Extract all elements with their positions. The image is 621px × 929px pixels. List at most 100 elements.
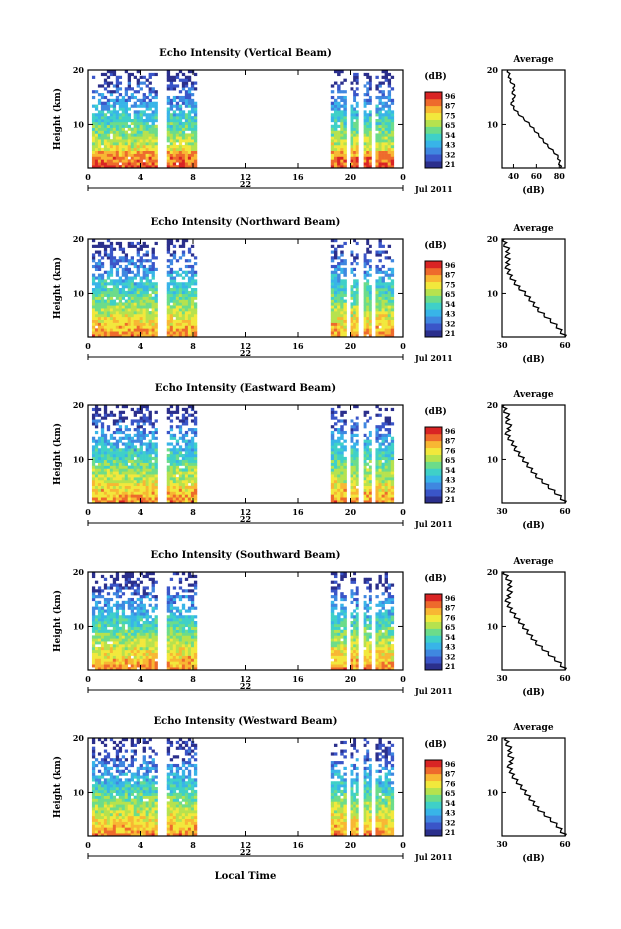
heatmap-cell: [340, 465, 344, 469]
heatmap-cell: [94, 311, 99, 315]
heatmap-cell: [387, 285, 392, 289]
heatmap-cell: [384, 159, 388, 163]
heatmap-cell: [130, 615, 134, 619]
heatmap-cell: [148, 72, 152, 77]
heatmap-cell: [387, 428, 392, 432]
heatmap-cell: [193, 592, 198, 596]
heatmap-cell: [118, 410, 123, 414]
heatmap-cell: [340, 445, 344, 449]
heatmap-cell: [130, 285, 134, 289]
heatmap-cell: [193, 136, 198, 140]
heatmap-cell: [333, 479, 338, 484]
heatmap-cell: [378, 468, 382, 472]
heatmap-cell: [151, 479, 155, 484]
heatmap-cell: [355, 124, 359, 128]
heatmap-cell: [169, 142, 174, 146]
heatmap-cell: [133, 276, 137, 280]
heatmap-cell: [190, 635, 195, 639]
heatmap-cell: [112, 262, 117, 266]
heatmap-cell: [187, 485, 192, 489]
heatmap-cell: [133, 119, 137, 123]
heatmap-cell: [145, 491, 149, 495]
heatmap-cell: [390, 121, 395, 126]
heatmap-cell: [193, 293, 198, 297]
heatmap-cell: [130, 500, 134, 504]
chart-title: Echo Intensity (Eastward Beam): [155, 383, 336, 394]
heatmap-cell: [390, 497, 395, 501]
heatmap-cell: [169, 609, 174, 613]
heatmap-cell: [106, 494, 111, 498]
heatmap-cell: [136, 136, 140, 140]
heatmap-cell: [175, 488, 180, 492]
heatmap-cell: [142, 641, 146, 645]
heatmap-cell: [187, 331, 192, 335]
heatmap-cell: [169, 413, 174, 417]
heatmap-cell: [103, 153, 108, 157]
heatmap-cell: [375, 153, 379, 157]
heatmap-cell: [154, 127, 158, 131]
heatmap-cell: [148, 165, 152, 169]
heatmap-cell: [184, 95, 189, 100]
heatmap-cell: [175, 451, 180, 455]
heatmap-cell: [121, 256, 126, 260]
heatmap-cell: [378, 290, 382, 295]
heatmap-cell: [330, 270, 335, 274]
heatmap-cell: [127, 586, 132, 590]
heatmap-cell: [103, 436, 108, 440]
heatmap-cell: [97, 308, 102, 312]
heatmap-cell: [124, 93, 129, 97]
heatmap-cell: [145, 479, 149, 484]
heatmap-cell: [97, 655, 102, 659]
heatmap-cell: [127, 144, 132, 149]
heatmap-cell: [343, 130, 347, 134]
heatmap-cell: [193, 465, 198, 469]
heatmap-cell: [175, 293, 180, 297]
heatmap-cell: [172, 253, 177, 257]
heatmap-cell: [190, 98, 195, 102]
heatmap-cell: [343, 267, 347, 271]
heatmap-cell: [136, 302, 140, 306]
heatmap-area: [91, 405, 395, 504]
heatmap-cell: [109, 121, 114, 126]
heatmap-cell: [390, 98, 395, 102]
heatmap-cell: [337, 494, 341, 498]
heatmap-cell: [109, 90, 114, 94]
heatmap-cell: [172, 127, 177, 131]
heatmap-cell: [333, 632, 338, 636]
heatmap-cell: [109, 494, 114, 498]
heatmap-cell: [97, 156, 102, 160]
heatmap-cell: [343, 445, 347, 449]
heatmap-cell: [378, 293, 382, 297]
heatmap-cell: [190, 641, 195, 645]
heatmap-cell: [151, 110, 155, 114]
heatmap-cell: [91, 159, 96, 163]
heatmap-cell: [330, 104, 335, 108]
average-profile-line: [501, 404, 568, 504]
heatmap-cell: [130, 142, 134, 146]
heatmap-cell: [181, 296, 186, 300]
heatmap-cell: [184, 652, 189, 656]
heatmap-cell: [343, 113, 347, 117]
heatmap-cell: [387, 296, 392, 300]
heatmap-cell: [166, 244, 171, 248]
heatmap-cell: [166, 136, 171, 140]
heatmap-cell: [184, 101, 189, 105]
heatmap-cell: [100, 279, 105, 283]
heatmap-cell: [109, 618, 114, 622]
heatmap-cell: [103, 270, 108, 274]
heatmap-cell: [337, 439, 341, 443]
heatmap-cell: [145, 302, 149, 306]
heatmap-cell: [187, 264, 192, 269]
heatmap-cell: [366, 313, 370, 318]
heatmap-cell: [387, 416, 392, 420]
heatmap-cell: [103, 454, 108, 458]
heatmap-cell: [363, 422, 367, 426]
heatmap-cell: [154, 623, 158, 628]
heatmap-cell: [337, 331, 341, 335]
heatmap-cell: [139, 456, 143, 461]
heatmap-cell: [109, 250, 114, 254]
heatmap-cell: [94, 459, 99, 463]
heatmap-cell: [190, 253, 195, 257]
heatmap-cell: [166, 133, 171, 137]
heatmap-cell: [91, 618, 96, 622]
